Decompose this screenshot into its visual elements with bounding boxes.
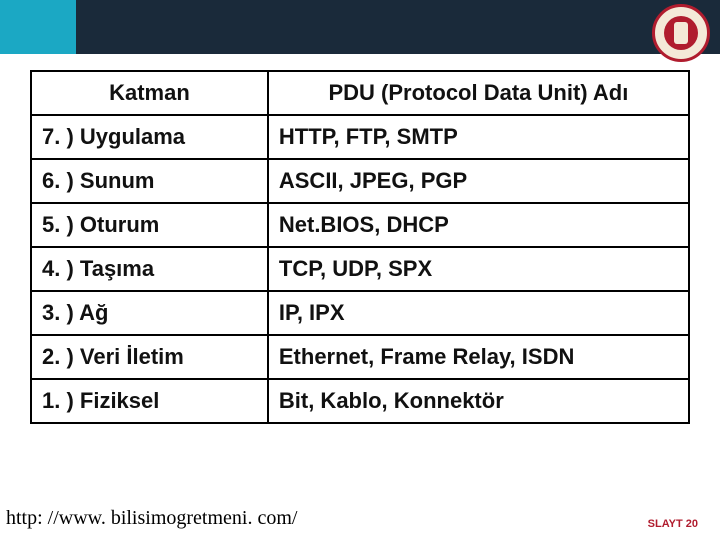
band-accent — [0, 0, 76, 54]
university-logo-icon — [652, 4, 710, 62]
table-row: 4. ) Taşıma TCP, UDP, SPX — [31, 247, 689, 291]
logo-inner-icon — [664, 16, 698, 50]
cell-pdu: ASCII, JPEG, PGP — [268, 159, 689, 203]
cell-layer: 3. ) Ağ — [31, 291, 268, 335]
cell-pdu: TCP, UDP, SPX — [268, 247, 689, 291]
cell-pdu: IP, IPX — [268, 291, 689, 335]
table-row: 5. ) Oturum Net.BIOS, DHCP — [31, 203, 689, 247]
header-pdu: PDU (Protocol Data Unit) Adı — [268, 71, 689, 115]
footer-url: http: //www. bilisimogretmeni. com/ — [6, 507, 297, 530]
cell-layer: 2. ) Veri İletim — [31, 335, 268, 379]
cell-layer: 6. ) Sunum — [31, 159, 268, 203]
cell-pdu: Net.BIOS, DHCP — [268, 203, 689, 247]
header-band — [0, 0, 720, 54]
cell-layer: 1. ) Fiziksel — [31, 379, 268, 423]
cell-layer: 4. ) Taşıma — [31, 247, 268, 291]
table-row: 2. ) Veri İletim Ethernet, Frame Relay, … — [31, 335, 689, 379]
cell-pdu: HTTP, FTP, SMTP — [268, 115, 689, 159]
cell-layer: 7. ) Uygulama — [31, 115, 268, 159]
table-row: 7. ) Uygulama HTTP, FTP, SMTP — [31, 115, 689, 159]
table-row: 3. ) Ağ IP, IPX — [31, 291, 689, 335]
cell-pdu: Bit, Kablo, Konnektör — [268, 379, 689, 423]
slide-number: SLAYT 20 — [648, 518, 698, 530]
header-katman: Katman — [31, 71, 268, 115]
osi-layers-table: Katman PDU (Protocol Data Unit) Adı 7. )… — [30, 70, 690, 424]
table-row: 6. ) Sunum ASCII, JPEG, PGP — [31, 159, 689, 203]
footer: http: //www. bilisimogretmeni. com/ SLAY… — [0, 507, 720, 530]
cell-pdu: Ethernet, Frame Relay, ISDN — [268, 335, 689, 379]
cell-layer: 5. ) Oturum — [31, 203, 268, 247]
table-header-row: Katman PDU (Protocol Data Unit) Adı — [31, 71, 689, 115]
table-row: 1. ) Fiziksel Bit, Kablo, Konnektör — [31, 379, 689, 423]
band-main — [76, 0, 720, 54]
content-area: Katman PDU (Protocol Data Unit) Adı 7. )… — [0, 54, 720, 424]
